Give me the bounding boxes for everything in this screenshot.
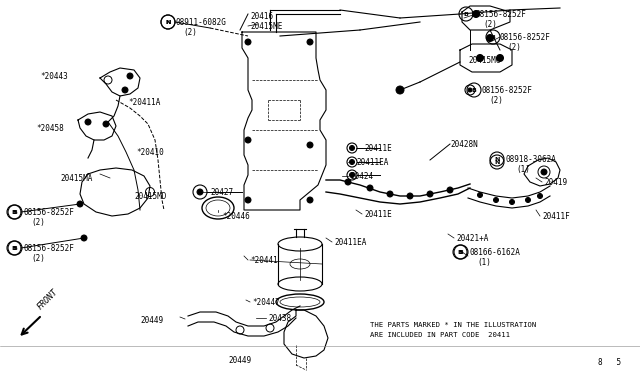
Circle shape [122,87,128,93]
Text: N: N [165,19,171,25]
Text: 20416: 20416 [250,12,273,21]
Circle shape [85,119,91,125]
Text: 8   5: 8 5 [598,358,621,367]
Text: 20438: 20438 [268,314,291,323]
Text: 20411EA: 20411EA [356,158,388,167]
Circle shape [307,197,313,203]
Circle shape [245,137,251,143]
Text: (2): (2) [183,28,197,37]
Text: (2): (2) [507,43,521,52]
Text: 20415MA: 20415MA [60,174,92,183]
Text: 20411E: 20411E [364,144,392,153]
Text: B: B [458,250,463,254]
Text: B: B [13,209,17,215]
Text: 08156-8252F: 08156-8252F [476,10,527,19]
Text: *20441: *20441 [250,256,278,265]
Text: 08918-3062A: 08918-3062A [505,155,556,164]
Text: 08156-8252F: 08156-8252F [24,244,75,253]
Text: 20428N: 20428N [450,140,477,149]
Circle shape [103,121,109,127]
Text: 20415MC: 20415MC [468,56,500,65]
Text: 20424: 20424 [350,172,373,181]
Circle shape [349,145,355,151]
Text: (1): (1) [477,258,491,267]
Text: B: B [491,35,495,39]
Text: N: N [494,160,500,164]
Circle shape [477,55,483,61]
Text: 20419: 20419 [544,178,567,187]
Text: 08156-8252F: 08156-8252F [24,208,75,217]
Circle shape [486,35,493,42]
Circle shape [396,86,404,94]
Text: THE PARTS MARKED * IN THE ILLUSTRATION: THE PARTS MARKED * IN THE ILLUSTRATION [370,322,536,328]
Circle shape [349,173,355,177]
Text: *20447: *20447 [252,298,280,307]
Circle shape [307,142,313,148]
Text: (2): (2) [31,254,45,263]
Text: 20415MD: 20415MD [134,192,166,201]
Circle shape [245,197,251,203]
Text: 08166-6162A: 08166-6162A [470,248,521,257]
Text: B: B [472,87,476,93]
Text: 20449: 20449 [140,316,163,325]
Text: 08156-8252F: 08156-8252F [482,86,533,95]
Text: (2): (2) [483,20,497,29]
Text: *20458: *20458 [36,124,64,133]
Circle shape [509,199,515,205]
Text: B: B [12,246,17,250]
Circle shape [81,235,87,241]
Circle shape [538,193,543,199]
Text: 08156-8252F: 08156-8252F [500,33,551,42]
Text: 20411E: 20411E [364,210,392,219]
Text: B: B [12,209,17,215]
Circle shape [345,179,351,185]
Text: 20415ME: 20415ME [250,22,282,31]
Text: N: N [494,157,500,161]
Circle shape [407,193,413,199]
Circle shape [497,55,504,61]
Text: N: N [165,19,171,25]
Text: (2): (2) [489,96,503,105]
Text: 20449: 20449 [228,356,251,365]
Circle shape [477,192,483,198]
Text: *20410: *20410 [136,148,164,157]
Text: (1): (1) [516,165,530,174]
Text: ARE INCLUDED IN PART CODE  20411: ARE INCLUDED IN PART CODE 20411 [370,332,510,338]
Text: 20427: 20427 [210,188,233,197]
Circle shape [472,10,479,17]
Text: 20421+A: 20421+A [456,234,488,243]
Circle shape [307,39,313,45]
Text: *20443: *20443 [40,72,68,81]
Circle shape [367,185,373,191]
Text: *20446: *20446 [222,212,250,221]
Circle shape [525,198,531,202]
Circle shape [245,39,251,45]
Text: FRONT: FRONT [36,287,60,311]
Circle shape [447,187,453,193]
Text: (2): (2) [31,218,45,227]
Circle shape [349,160,355,164]
Circle shape [468,88,472,92]
Circle shape [77,201,83,207]
Circle shape [493,198,499,202]
Text: 08911-6082G: 08911-6082G [176,18,227,27]
Circle shape [197,189,203,195]
Circle shape [427,191,433,197]
Text: 20411F: 20411F [542,212,570,221]
Circle shape [387,191,393,197]
Text: B: B [459,250,463,254]
Circle shape [127,73,133,79]
Text: B: B [13,246,17,250]
Circle shape [541,169,547,175]
Text: 20411EA: 20411EA [334,238,366,247]
Text: *20411A: *20411A [128,98,161,107]
Text: B: B [463,12,468,16]
